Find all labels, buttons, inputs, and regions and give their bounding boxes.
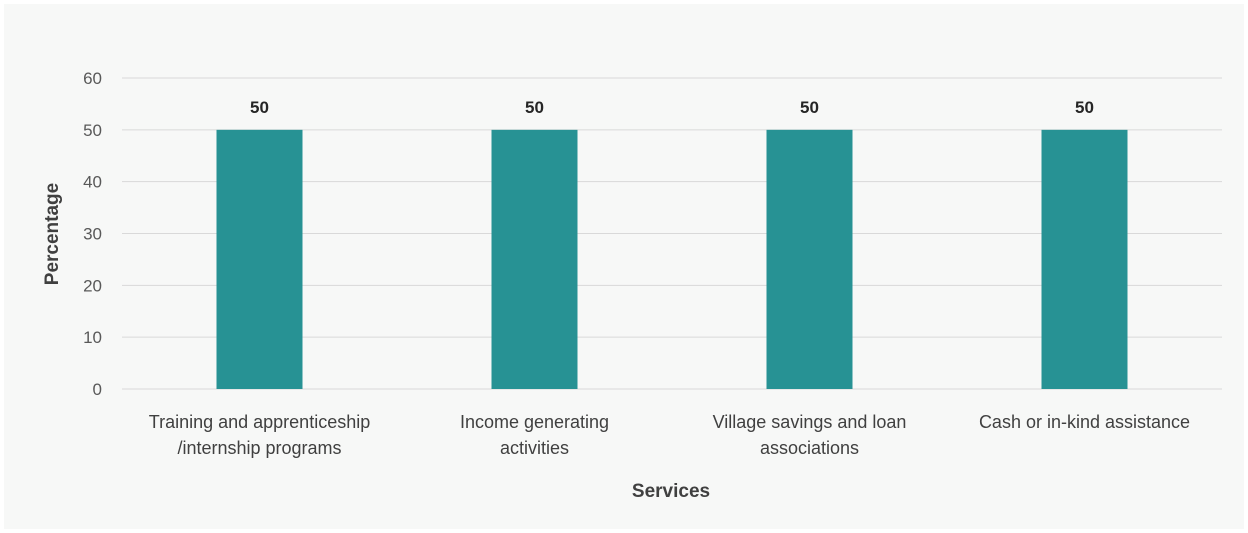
y-tick-label: 40 [83,173,102,192]
y-axis-title: Percentage [42,183,63,285]
x-category-label: Village savings and loan associations [713,412,907,458]
data-label: 50 [1075,98,1094,117]
x-axis-categories: Training and apprenticeship/internship p… [149,412,1190,458]
y-axis-ticks: 0 10 20 30 40 50 60 [83,69,102,399]
x-axis-title: Services [632,481,710,502]
y-tick-label: 20 [83,276,102,295]
x-category-label: Income generating activities [460,412,609,458]
bar [491,129,578,390]
data-label: 50 [800,98,819,117]
y-tick-label: 50 [83,121,102,140]
y-tick-label: 60 [83,69,102,88]
bars [216,129,1128,390]
y-tick-label: 0 [93,380,102,399]
chart-area [4,4,1244,529]
bar [216,129,303,390]
bar [1041,129,1128,390]
x-category-label: Training and apprenticeship/internship p… [149,412,370,458]
data-label: 50 [250,98,269,117]
data-labels: 50 50 50 50 [250,98,1094,117]
gridlines [122,77,1222,390]
y-tick-label: 10 [83,328,102,347]
x-category-label: Cash or in-kind assistance [979,412,1190,432]
data-label: 50 [525,98,544,117]
y-tick-label: 30 [83,225,102,244]
bar [766,129,853,390]
